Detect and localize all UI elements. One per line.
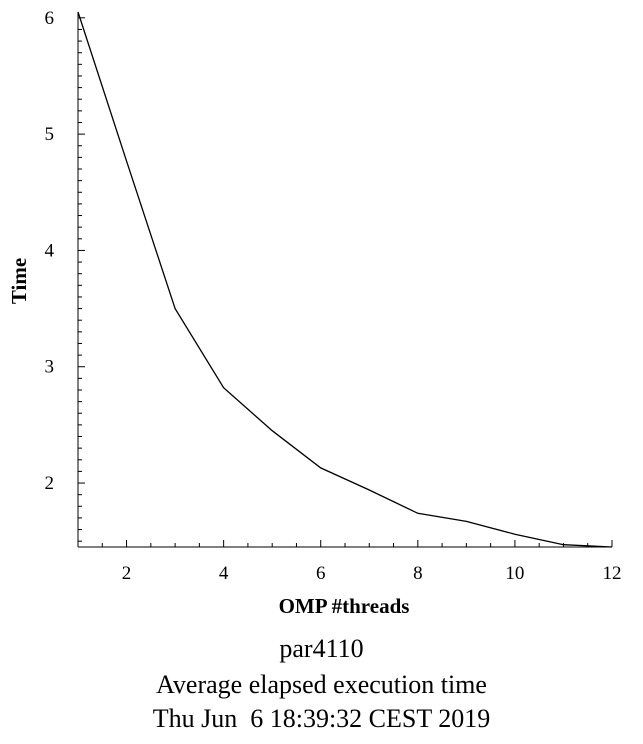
- caption-line-1: par4110: [279, 634, 364, 663]
- tick-labels: 2 3 4 5 6 2 4 6 8 10 12: [45, 8, 622, 584]
- series-line-0: [77, 11, 613, 548]
- caption-line-2: Average elapsed execution time: [156, 670, 487, 699]
- y-axis-label: Time: [7, 258, 31, 304]
- x-axis-label: OMP #threads: [279, 594, 410, 618]
- y-tick-label: 2: [45, 473, 55, 494]
- ticks: [77, 17, 613, 547]
- x-tick-label: 12: [603, 563, 622, 584]
- y-tick-label: 4: [45, 240, 55, 261]
- series: [77, 11, 613, 548]
- x-tick-label: 8: [413, 563, 423, 584]
- axes: [77, 12, 612, 548]
- caption-line-3: Thu Jun 6 18:39:32 CEST 2019: [152, 704, 491, 733]
- x-tick-label: 10: [505, 563, 524, 584]
- y-tick-label: 3: [45, 357, 55, 378]
- y-tick-label: 6: [45, 8, 55, 29]
- x-tick-label: 4: [219, 563, 229, 584]
- y-tick-label: 5: [45, 124, 55, 145]
- line-chart: 2 3 4 5 6 2 4 6 8 10 12 OMP #threads Time: [7, 8, 622, 618]
- x-tick-label: 6: [316, 563, 326, 584]
- x-tick-label: 2: [122, 563, 132, 584]
